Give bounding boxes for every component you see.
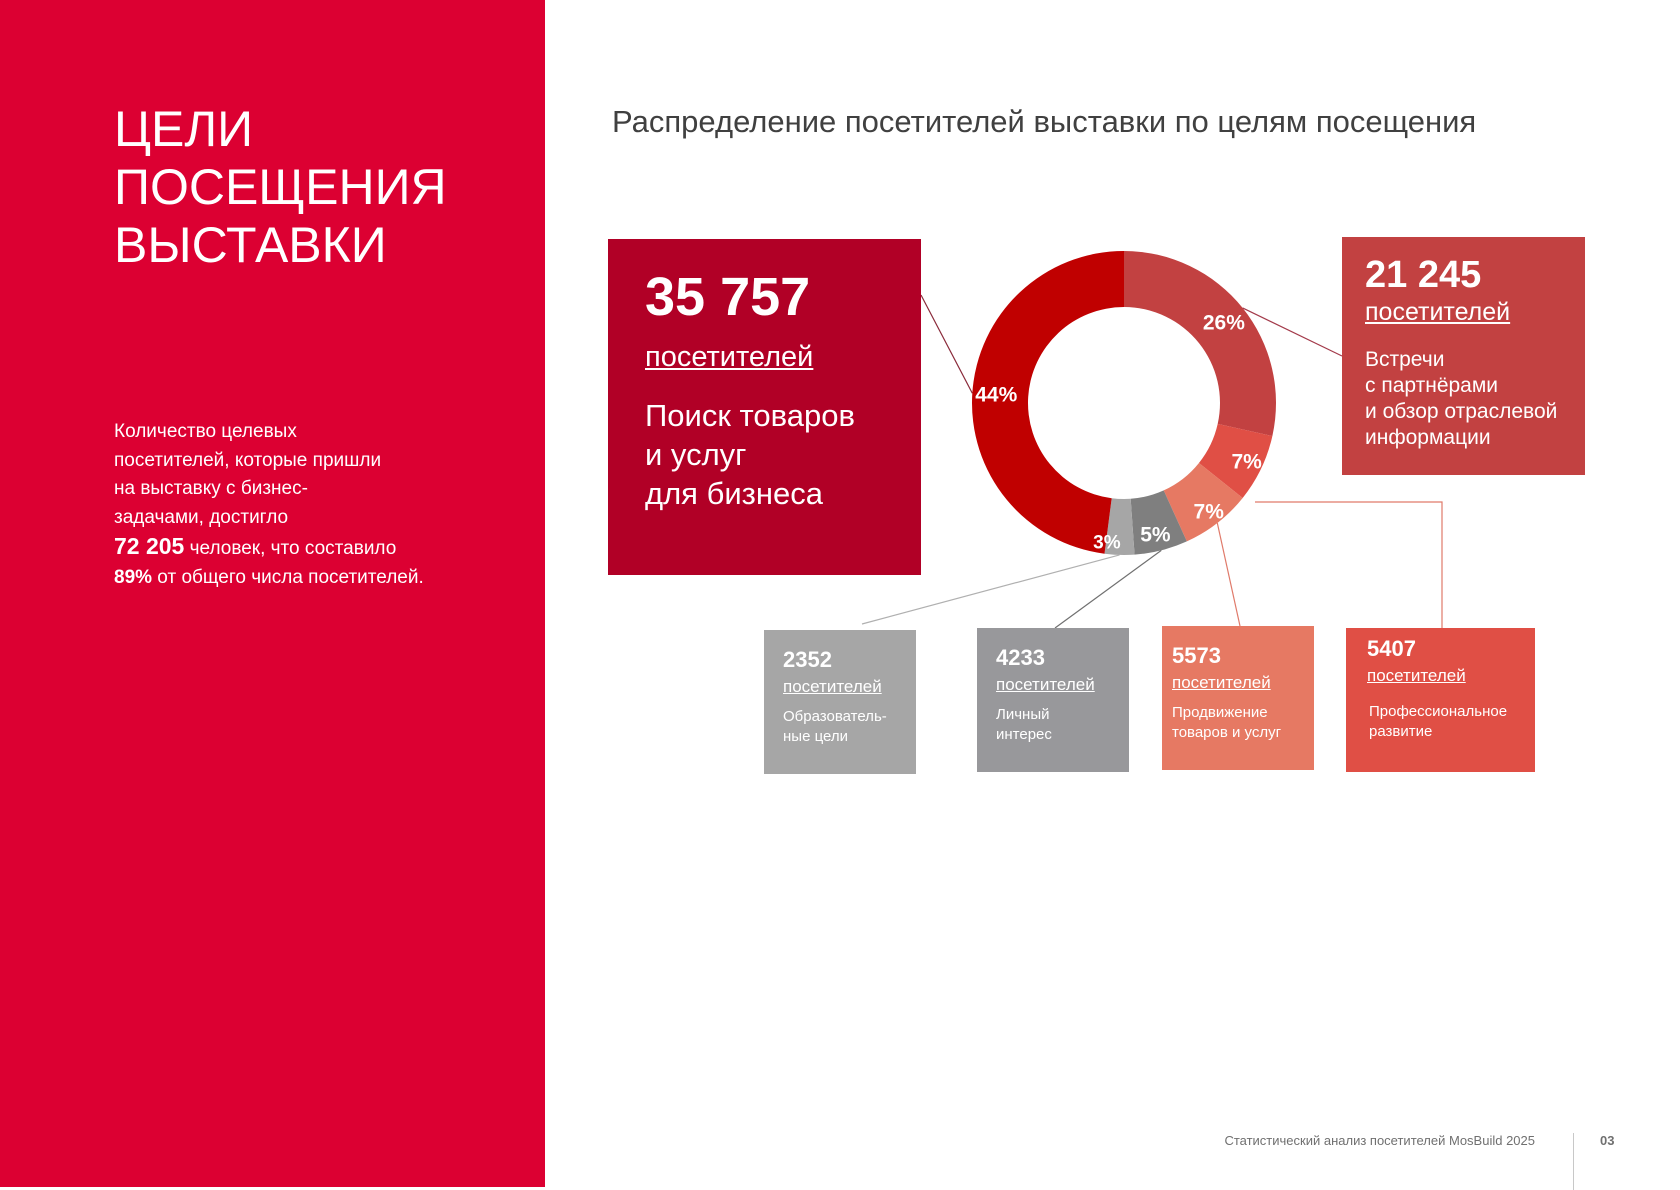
donut-slices [972, 251, 1276, 555]
summary-number: 72 205 [114, 533, 185, 559]
footer-divider [1573, 1133, 1574, 1190]
donut-slice [1163, 462, 1243, 542]
callout-number: 5407 [1367, 636, 1416, 661]
callout-description: Продвижение товаров и услуг [1172, 704, 1282, 741]
leader-line [1216, 522, 1241, 627]
callout-personal: 4233 посетителей Личный интерес [977, 628, 1129, 772]
callout-number: 21 245 [1365, 254, 1482, 296]
page-title-line: ВЫСТАВКИ [114, 217, 387, 273]
summary-line: человек, что составило [184, 538, 397, 559]
chart-title: Распределение посетителей выставки по це… [612, 104, 1477, 139]
callout-education: 2352 посетителей Образователь- ные цели [764, 630, 916, 774]
page-title: ЦЕЛИ ПОСЕЩЕНИЯ ВЫСТАВКИ [114, 100, 534, 274]
callout-unit: посетителей [783, 677, 882, 696]
callout-business: 35 757 посетителей Поиск товаров и услуг… [608, 239, 921, 575]
donut-slice [1198, 423, 1273, 498]
summary-line: посетителей, которые пришли [114, 449, 382, 471]
callout-professional: 5407 посетителей Профессиональное развит… [1346, 628, 1535, 772]
callout-unit: посетителей [1172, 673, 1271, 692]
callout-description: Личный интерес [996, 706, 1052, 743]
leader-line [1255, 501, 1443, 628]
callout-unit: посетителей [1367, 666, 1466, 685]
callout-description: Образователь- ные цели [783, 708, 887, 745]
callout-number: 2352 [783, 647, 832, 672]
summary-line: задачами, достигло [114, 506, 289, 528]
callout-meetings: 21 245 посетителей Встречи с партнёрами … [1342, 237, 1585, 475]
leader-line [1054, 549, 1162, 629]
summary-text: Количество целевых посетителей, которые … [114, 418, 514, 592]
page-title-line: ПОСЕЩЕНИЯ [114, 159, 447, 215]
donut-slice [1124, 251, 1276, 437]
callout-number: 35 757 [645, 267, 811, 327]
footer-text: Статистический анализ посетителей MosBui… [1224, 1133, 1535, 1148]
callout-unit: посетителей [996, 675, 1095, 694]
callout-promotion: 5573 посетителей Продвижение товаров и у… [1162, 626, 1314, 770]
callout-description: Встречи с партнёрами и обзор отраслевой … [1365, 348, 1558, 449]
donut-slice [1104, 498, 1135, 555]
page-number: 03 [1600, 1133, 1615, 1148]
summary-line: от общего числа посетителей. [152, 566, 424, 588]
callout-number: 4233 [996, 645, 1045, 670]
callout-description: Профессиональное развитие [1369, 703, 1508, 740]
callout-description: Поиск товаров и услуг для бизнеса [645, 398, 855, 511]
left-panel: ЦЕЛИ ПОСЕЩЕНИЯ ВЫСТАВКИ Количество целев… [0, 0, 545, 1187]
page-title-line: ЦЕЛИ [114, 101, 254, 157]
leader-line [920, 294, 973, 394]
donut-slice [972, 251, 1124, 554]
callout-unit: посетителей [1365, 298, 1511, 326]
summary-line: Количество целевых [114, 421, 297, 442]
donut-slice [1130, 490, 1187, 555]
callout-number: 5573 [1172, 643, 1221, 668]
summary-line: на выставку с бизнес- [114, 478, 308, 499]
summary-percent: 89% [114, 566, 153, 588]
callout-unit: посетителей [645, 341, 814, 373]
